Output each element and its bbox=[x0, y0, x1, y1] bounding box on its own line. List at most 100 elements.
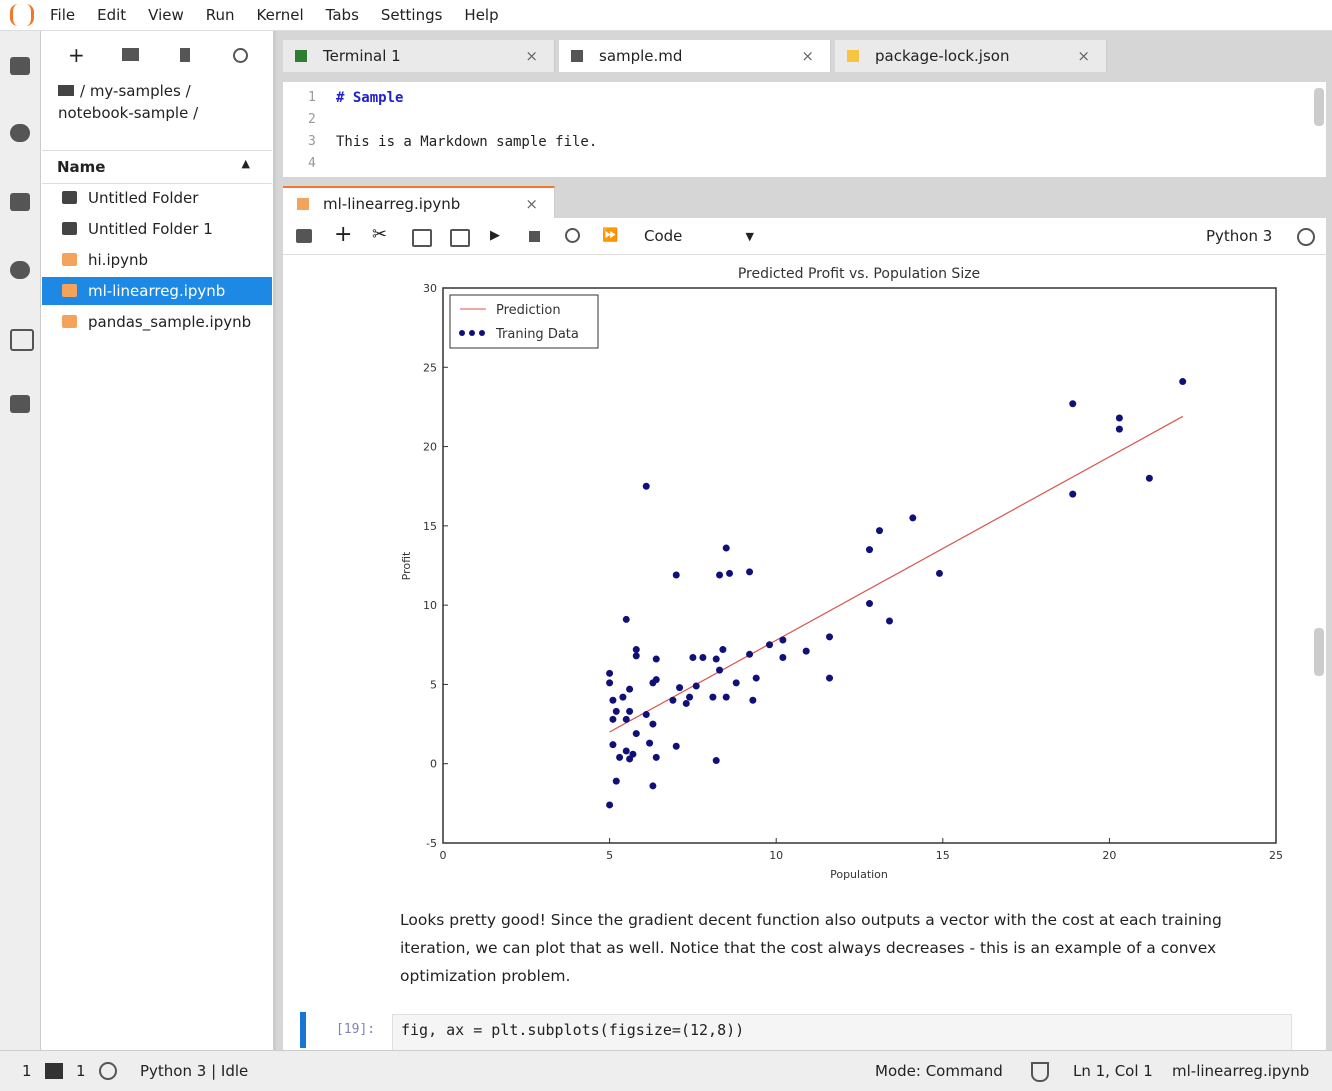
data-point bbox=[672, 571, 680, 579]
menu-item[interactable]: Help bbox=[464, 6, 499, 24]
data-point bbox=[716, 666, 724, 674]
property-icon[interactable] bbox=[10, 261, 30, 279]
trust-icon[interactable] bbox=[1031, 1062, 1049, 1082]
upload[interactable] bbox=[180, 48, 190, 62]
file-icon[interactable] bbox=[62, 284, 77, 297]
cut-button[interactable]: ✂ bbox=[372, 224, 388, 245]
breadcrumb-text[interactable]: / my-samples / notebook-sample / bbox=[58, 82, 199, 122]
data-point bbox=[885, 617, 893, 625]
menu-item[interactable]: Tabs bbox=[325, 6, 359, 24]
sort-arrow[interactable]: ▲ bbox=[241, 157, 250, 170]
legend-swatch bbox=[469, 330, 475, 336]
copy-button[interactable] bbox=[412, 229, 432, 247]
file-item[interactable]: hi.ipynb bbox=[42, 246, 272, 274]
file-icon[interactable] bbox=[62, 315, 77, 328]
column-name[interactable]: Name bbox=[57, 158, 106, 176]
menu-item[interactable]: File bbox=[50, 6, 76, 24]
tab[interactable]: sample.md × bbox=[559, 40, 831, 72]
file-item[interactable]: pandas_sample.ipynb bbox=[42, 308, 272, 336]
new-launcher[interactable]: + bbox=[68, 43, 85, 67]
stop-button[interactable] bbox=[529, 231, 540, 242]
tab-title[interactable]: Terminal 1 bbox=[323, 47, 401, 65]
notebook-panel bbox=[283, 218, 1326, 1050]
notebook-tab-title[interactable]: ml-linearreg.ipynb bbox=[323, 195, 461, 213]
kernel-name[interactable]: Python 3 bbox=[1206, 227, 1273, 245]
terminal-count[interactable]: 1 bbox=[22, 1062, 32, 1080]
commands-icon[interactable] bbox=[10, 193, 30, 211]
cell-type-select[interactable]: Code ▼ bbox=[644, 227, 754, 245]
file-icon[interactable] bbox=[62, 253, 77, 266]
menu-item[interactable]: Run bbox=[205, 6, 235, 24]
kernel-status-text[interactable]: Python 3 | Idle bbox=[140, 1062, 249, 1080]
tab-title[interactable]: sample.md bbox=[599, 47, 683, 65]
menu-item[interactable]: Edit bbox=[97, 6, 127, 24]
file-name[interactable]: hi.ipynb bbox=[88, 251, 149, 269]
notebook-tab[interactable]: ml-linearreg.ipynb × bbox=[283, 186, 555, 218]
tab[interactable]: Terminal 1 × bbox=[283, 40, 555, 72]
data-point bbox=[1179, 378, 1187, 386]
logo bbox=[10, 4, 34, 26]
y-tick-label: 15 bbox=[423, 520, 437, 533]
tab-icon[interactable] bbox=[295, 50, 307, 62]
data-point bbox=[826, 674, 834, 682]
data-point bbox=[779, 636, 787, 644]
run-button[interactable]: ▶ bbox=[490, 228, 500, 243]
files-icon[interactable] bbox=[10, 57, 30, 75]
file-name[interactable]: Untitled Folder bbox=[88, 189, 199, 207]
terminal-icon[interactable] bbox=[45, 1063, 63, 1079]
file-item[interactable]: ml-linearreg.ipynb bbox=[42, 277, 272, 305]
cursor-position[interactable]: Ln 1, Col 1 bbox=[1073, 1062, 1153, 1080]
refresh[interactable] bbox=[233, 48, 248, 63]
tab-close[interactable]: × bbox=[525, 47, 538, 65]
kernel-icon[interactable] bbox=[99, 1062, 117, 1080]
restart-button[interactable] bbox=[565, 228, 580, 243]
file-icon[interactable] bbox=[62, 191, 77, 204]
markdown-cell: Looks pretty good! Since the gradient de… bbox=[400, 911, 1222, 985]
file-icon[interactable] bbox=[62, 222, 77, 235]
data-point bbox=[909, 514, 917, 522]
running-icon[interactable] bbox=[10, 124, 30, 142]
tab-icon[interactable] bbox=[571, 50, 583, 62]
scrollbar[interactable] bbox=[1314, 628, 1324, 676]
file-item[interactable]: Untitled Folder 1 bbox=[42, 215, 272, 243]
tabs-icon[interactable] bbox=[10, 329, 34, 351]
menu-item[interactable]: View bbox=[148, 6, 184, 24]
extensions-icon[interactable] bbox=[10, 395, 30, 413]
file-name[interactable]: Untitled Folder 1 bbox=[88, 220, 213, 238]
tab-title[interactable]: package-lock.json bbox=[875, 47, 1010, 65]
data-point bbox=[719, 646, 727, 654]
menu-item[interactable]: Settings bbox=[380, 6, 443, 24]
tab-close[interactable]: × bbox=[801, 47, 814, 65]
menu-item[interactable]: Kernel bbox=[256, 6, 304, 24]
line-number: 2 bbox=[308, 112, 316, 127]
kernel-count[interactable]: 1 bbox=[76, 1062, 86, 1080]
file-name[interactable]: pandas_sample.ipynb bbox=[88, 313, 252, 331]
paste-button[interactable] bbox=[450, 229, 470, 247]
new-folder[interactable] bbox=[122, 48, 139, 61]
legend-box bbox=[449, 294, 599, 349]
activity-bar bbox=[0, 31, 41, 1050]
code-cell[interactable] bbox=[392, 1014, 1292, 1052]
editor-scrollbar[interactable] bbox=[1314, 88, 1324, 126]
run-all-button[interactable]: ⏩ bbox=[602, 228, 619, 243]
status-bar: 1 1 Python 3 | Idle Mode: Command Ln 1, … bbox=[0, 1050, 1332, 1091]
save-button[interactable] bbox=[296, 229, 312, 243]
data-point bbox=[612, 777, 620, 785]
cell-type[interactable]: Code bbox=[644, 227, 683, 245]
file-toolbar: + bbox=[68, 43, 258, 67]
x-tick-label: 20 bbox=[1102, 849, 1116, 862]
file-name[interactable]: ml-linearreg.ipynb bbox=[88, 282, 226, 300]
tab[interactable]: package-lock.json × bbox=[835, 40, 1107, 72]
breadcrumb[interactable]: / my-samples / notebook-sample / bbox=[58, 80, 258, 124]
data-point bbox=[689, 653, 697, 661]
data-point bbox=[652, 753, 660, 761]
legend-label: Traning Data bbox=[495, 327, 579, 342]
data-point bbox=[716, 571, 724, 579]
file-item[interactable]: Untitled Folder bbox=[42, 184, 272, 212]
column-header[interactable]: Name ▲ bbox=[42, 150, 272, 184]
tab-icon[interactable] bbox=[847, 50, 859, 62]
insert-button[interactable]: + bbox=[334, 222, 353, 247]
toolbar-divider bbox=[283, 254, 1326, 255]
tab-close[interactable]: × bbox=[1077, 47, 1090, 65]
data-point bbox=[626, 707, 634, 715]
